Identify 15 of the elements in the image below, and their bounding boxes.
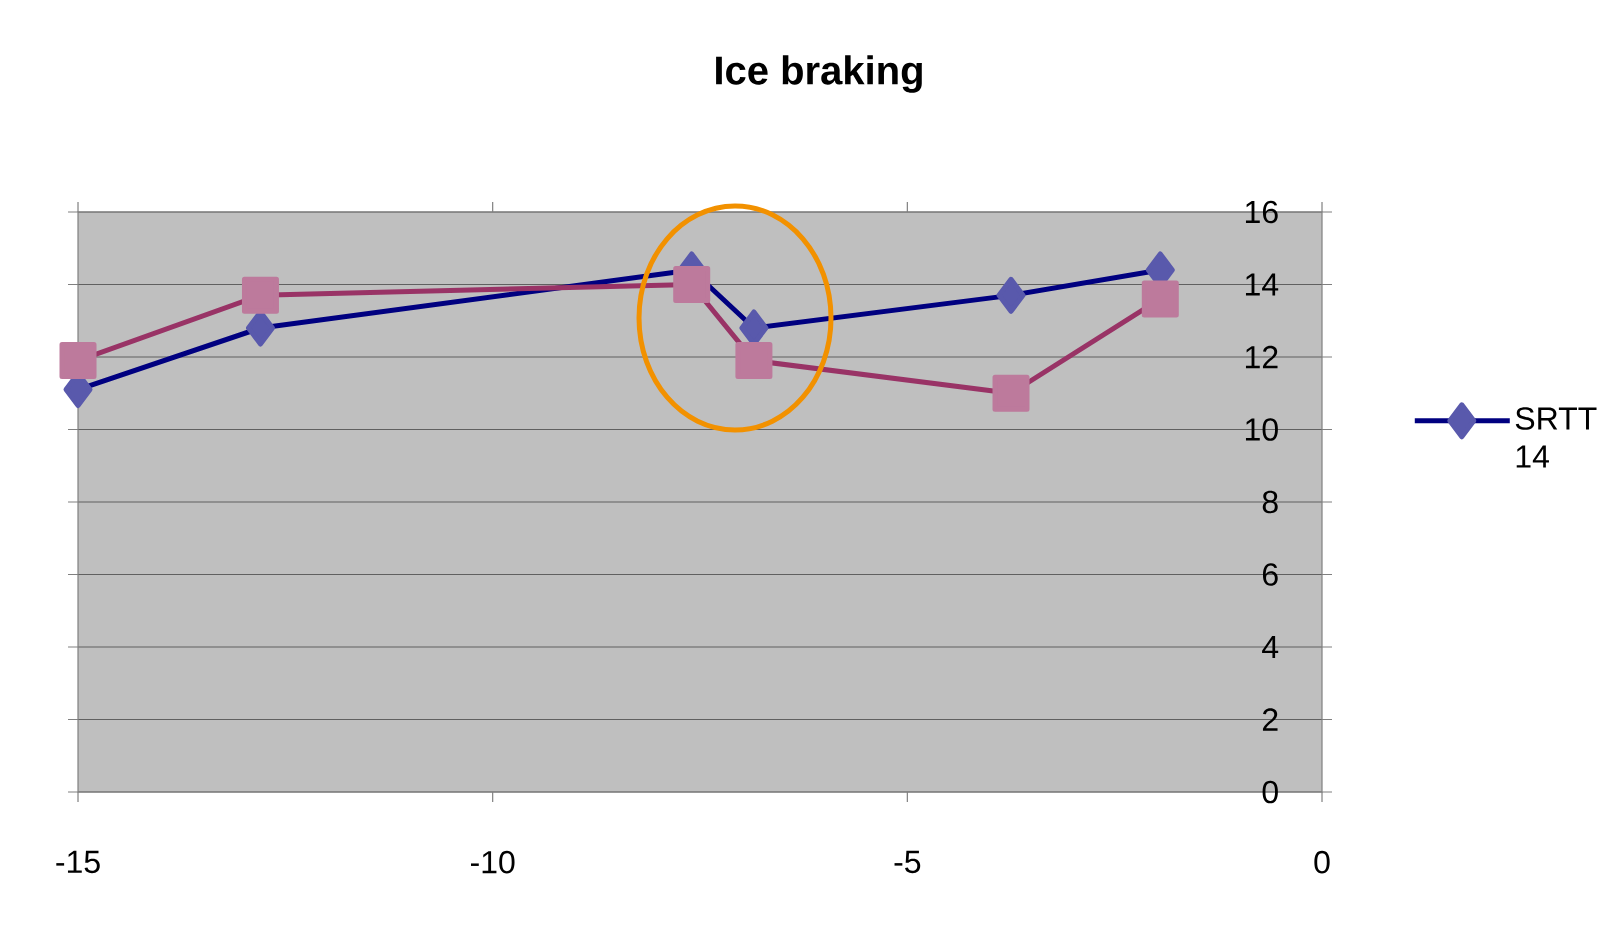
y-tick-label: 4	[1262, 635, 1279, 658]
x-tick-label: -15	[56, 850, 100, 874]
y-tick-label: 0	[1262, 780, 1278, 804]
y-tick-label: 8	[1262, 490, 1278, 514]
y-tick-label: 2	[1262, 708, 1278, 731]
y-tick-label: 12	[1245, 345, 1278, 369]
y-tick-label: 6	[1262, 563, 1278, 586]
legend-label: SRTT 14	[1515, 407, 1597, 468]
y-tick-label: 14	[1245, 273, 1279, 296]
y-tick-label: 10	[1245, 418, 1278, 441]
x-tick-label: 0	[1314, 850, 1330, 874]
y-tick-label: 16	[1245, 200, 1278, 224]
chart-title: Ice braking	[716, 55, 922, 93]
x-tick-label: -10	[470, 850, 515, 874]
x-tick-label: -5	[894, 850, 921, 874]
